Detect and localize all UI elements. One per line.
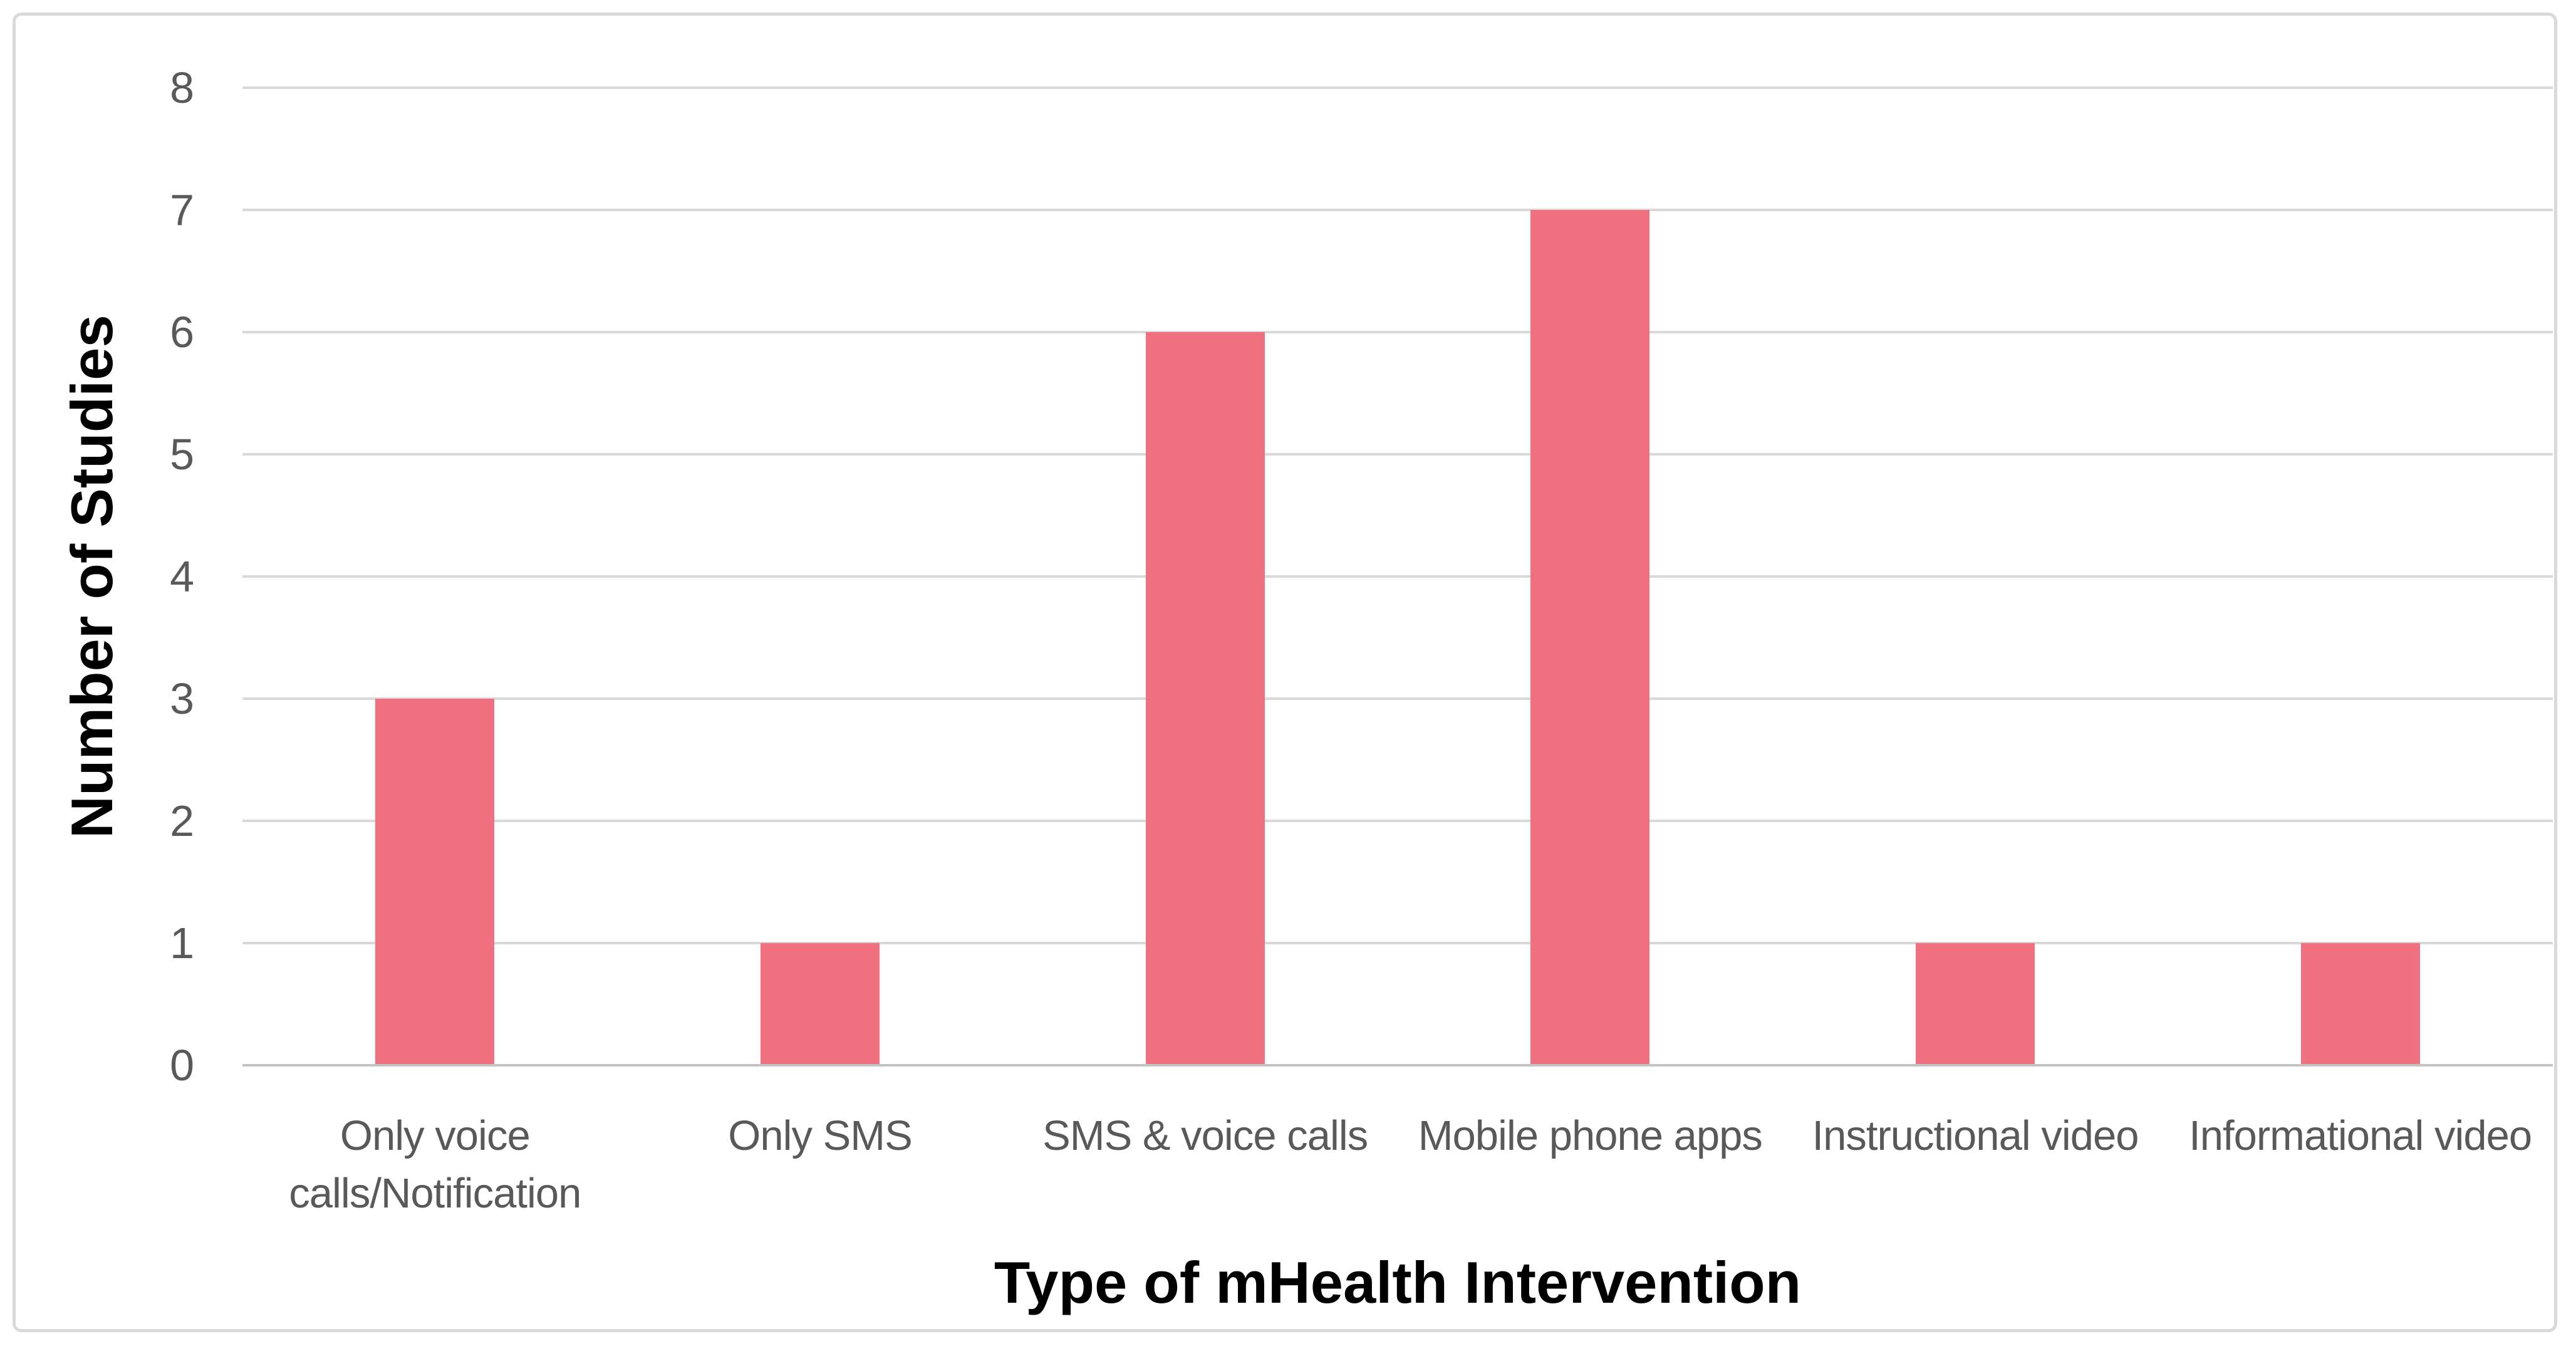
gridline (242, 575, 2553, 578)
y-tick-label: 0 (170, 1041, 194, 1090)
category-label: Informational video (2189, 1112, 2532, 1159)
gridline (242, 942, 2553, 944)
gridline (242, 453, 2553, 456)
category-label: Mobile phone apps (1418, 1112, 1763, 1159)
y-tick-label: 2 (170, 796, 194, 845)
category-label: Only voice calls/Notification (289, 1112, 581, 1218)
bar (761, 943, 880, 1065)
y-tick-label: 7 (170, 185, 194, 234)
x-axis-line (242, 1064, 2553, 1067)
bar (1145, 332, 1265, 1065)
y-tick-label: 5 (170, 430, 194, 479)
y-tick-label: 8 (170, 63, 194, 112)
plot-area (242, 86, 2553, 1067)
gridline (242, 209, 2553, 211)
category-label: SMS & voice calls (1042, 1112, 1368, 1159)
category-label: Only SMS (728, 1112, 913, 1159)
category-label: Instructional video (1812, 1112, 2139, 1159)
gridline (242, 86, 2553, 89)
bar (1916, 943, 2035, 1065)
y-tick-label: 3 (170, 674, 194, 723)
gridline (242, 697, 2553, 700)
bar (375, 699, 495, 1065)
category-labels: Only voice calls/Notification Only SMS SMS… (242, 1107, 2553, 1270)
y-axis-tick-labels: 0 1 2 3 4 5 6 7 8 (16, 66, 222, 1087)
y-tick-label: 4 (170, 552, 194, 601)
y-tick-label: 1 (170, 919, 194, 968)
x-axis-title: Type of mHealth Intervention (994, 1249, 1802, 1315)
gridline (242, 820, 2553, 822)
bar (1530, 210, 1650, 1065)
gridline (242, 331, 2553, 333)
bar (2300, 943, 2420, 1065)
y-tick-label: 6 (170, 308, 194, 357)
